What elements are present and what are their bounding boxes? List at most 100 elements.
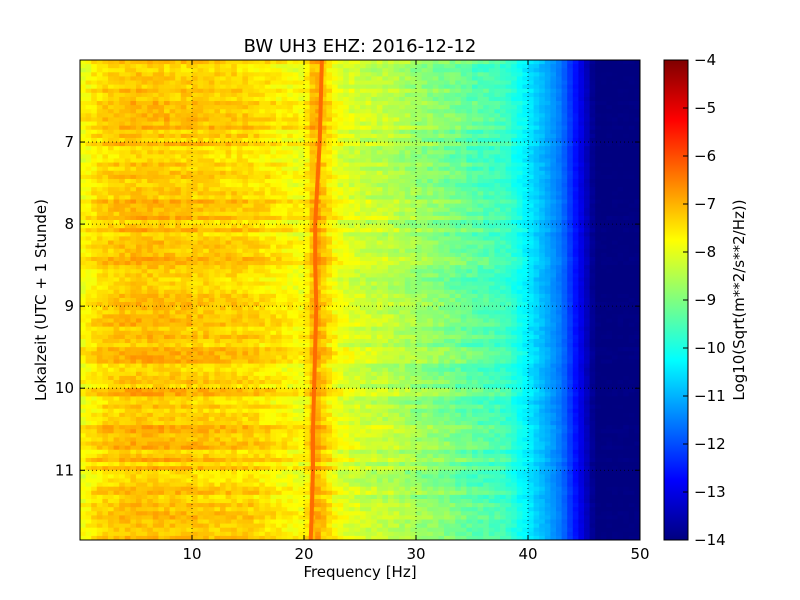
spectrogram-cell bbox=[270, 207, 277, 213]
spectrogram-cell bbox=[108, 178, 115, 184]
spectrogram-cell bbox=[421, 256, 428, 262]
spectrogram-cell bbox=[220, 170, 227, 176]
spectrogram-cell bbox=[152, 121, 165, 127]
spectrogram-cell bbox=[225, 256, 232, 262]
spectrogram-cell bbox=[438, 240, 445, 246]
spectrogram-cell bbox=[606, 207, 613, 213]
spectrogram-cell bbox=[169, 261, 176, 266]
spectrogram-cell bbox=[124, 261, 131, 266]
spectrogram-cell bbox=[264, 158, 271, 164]
spectrogram-cell bbox=[539, 125, 546, 131]
spectrogram-cell bbox=[102, 215, 109, 221]
spectrogram-cell bbox=[102, 228, 109, 233]
spectrogram-cell bbox=[326, 248, 333, 254]
spectrogram-cell bbox=[130, 68, 137, 73]
spectrogram-cell bbox=[85, 236, 92, 242]
spectrogram-cell bbox=[158, 273, 165, 279]
spectrogram-cell bbox=[231, 191, 238, 196]
spectrogram-cell bbox=[298, 113, 305, 119]
spectrogram-cell bbox=[584, 240, 591, 246]
spectrogram-cell bbox=[85, 256, 92, 262]
spectrogram-cell bbox=[561, 146, 568, 151]
spectrogram-cell bbox=[208, 232, 215, 238]
spectrogram-cell bbox=[197, 273, 204, 279]
spectrogram-cell bbox=[348, 125, 355, 131]
spectrogram-cell bbox=[281, 76, 288, 82]
spectrogram-cell bbox=[533, 125, 540, 131]
spectrogram-cell bbox=[466, 64, 473, 69]
spectrogram-cell bbox=[511, 162, 518, 168]
spectrogram-cell bbox=[589, 150, 596, 155]
spectrogram-cell bbox=[264, 269, 271, 274]
spectrogram-cell bbox=[494, 166, 501, 172]
spectrogram-cell bbox=[326, 261, 333, 266]
spectrogram-cell bbox=[612, 125, 619, 131]
spectrogram-cell bbox=[617, 72, 640, 78]
spectrogram-cell bbox=[477, 207, 484, 213]
spectrogram-cell bbox=[270, 137, 277, 143]
spectrogram-cell bbox=[399, 105, 406, 110]
spectrogram-cell bbox=[483, 76, 490, 82]
spectrogram-cell bbox=[544, 199, 551, 205]
spectrogram-cell bbox=[326, 244, 333, 250]
spectrogram-cell bbox=[348, 129, 355, 135]
spectrogram-cell bbox=[460, 203, 467, 209]
spectrogram-cell bbox=[208, 220, 215, 225]
spectrogram-cell bbox=[628, 109, 640, 114]
spectrogram-cell bbox=[388, 269, 395, 274]
spectrogram-cell bbox=[91, 248, 98, 254]
spectrogram-cell bbox=[466, 92, 473, 98]
spectrogram-cell bbox=[511, 265, 518, 270]
spectrogram-cell bbox=[612, 117, 619, 123]
spectrogram-cell bbox=[220, 68, 227, 73]
spectrogram-cell bbox=[505, 142, 512, 147]
spectrogram-cell bbox=[556, 244, 563, 250]
spectrogram-cell bbox=[281, 178, 288, 184]
spectrogram-cell bbox=[460, 215, 467, 221]
spectrogram-cell bbox=[623, 105, 630, 110]
spectrogram-cell bbox=[96, 150, 103, 155]
spectrogram-cell bbox=[444, 240, 451, 246]
spectrogram-cell bbox=[354, 129, 361, 135]
spectrogram-cell bbox=[169, 174, 176, 180]
spectrogram-cell bbox=[589, 76, 596, 82]
spectrogram-cell bbox=[320, 146, 327, 151]
spectrogram-cell bbox=[270, 236, 277, 242]
spectrogram-cell bbox=[572, 183, 579, 188]
spectrogram-cell bbox=[348, 80, 355, 86]
spectrogram-cell bbox=[175, 220, 182, 225]
spectrogram-cell bbox=[466, 256, 473, 262]
spectrogram-cell bbox=[500, 269, 507, 274]
spectrogram-cell bbox=[567, 178, 574, 184]
spectrogram-cell bbox=[539, 178, 546, 184]
spectrogram-cell bbox=[416, 133, 423, 139]
spectrogram-cell bbox=[113, 88, 120, 94]
spectrogram-cell bbox=[343, 121, 350, 127]
spectrogram-cell bbox=[197, 105, 204, 110]
spectrogram-cell bbox=[500, 88, 507, 94]
spectrogram-cell bbox=[567, 60, 574, 65]
spectrogram-cell bbox=[113, 170, 120, 176]
spectrogram-cell bbox=[80, 72, 87, 78]
spectrogram-cell bbox=[147, 117, 154, 123]
spectrogram-cell bbox=[488, 96, 495, 102]
spectrogram-cell bbox=[264, 101, 271, 106]
spectrogram-cell bbox=[410, 121, 417, 127]
spectrogram-cell bbox=[175, 92, 182, 98]
spectrogram-cell bbox=[242, 265, 249, 270]
spectrogram-cell bbox=[494, 154, 501, 160]
spectrogram-cell bbox=[455, 146, 462, 151]
spectrogram-cell bbox=[472, 158, 479, 164]
spectrogram-cell bbox=[80, 236, 87, 242]
spectrogram-cell bbox=[399, 64, 406, 69]
spectrogram-cell bbox=[432, 129, 439, 135]
spectrogram-cell bbox=[544, 170, 551, 176]
spectrogram-cell bbox=[444, 203, 451, 209]
spectrogram-cell bbox=[136, 273, 143, 279]
spectrogram-cell bbox=[578, 64, 585, 69]
spectrogram-cell bbox=[522, 162, 529, 168]
spectrogram-cell bbox=[488, 256, 495, 262]
spectrogram-cell bbox=[276, 220, 283, 225]
spectrogram-cell bbox=[444, 174, 451, 180]
spectrogram-cell bbox=[119, 105, 126, 110]
